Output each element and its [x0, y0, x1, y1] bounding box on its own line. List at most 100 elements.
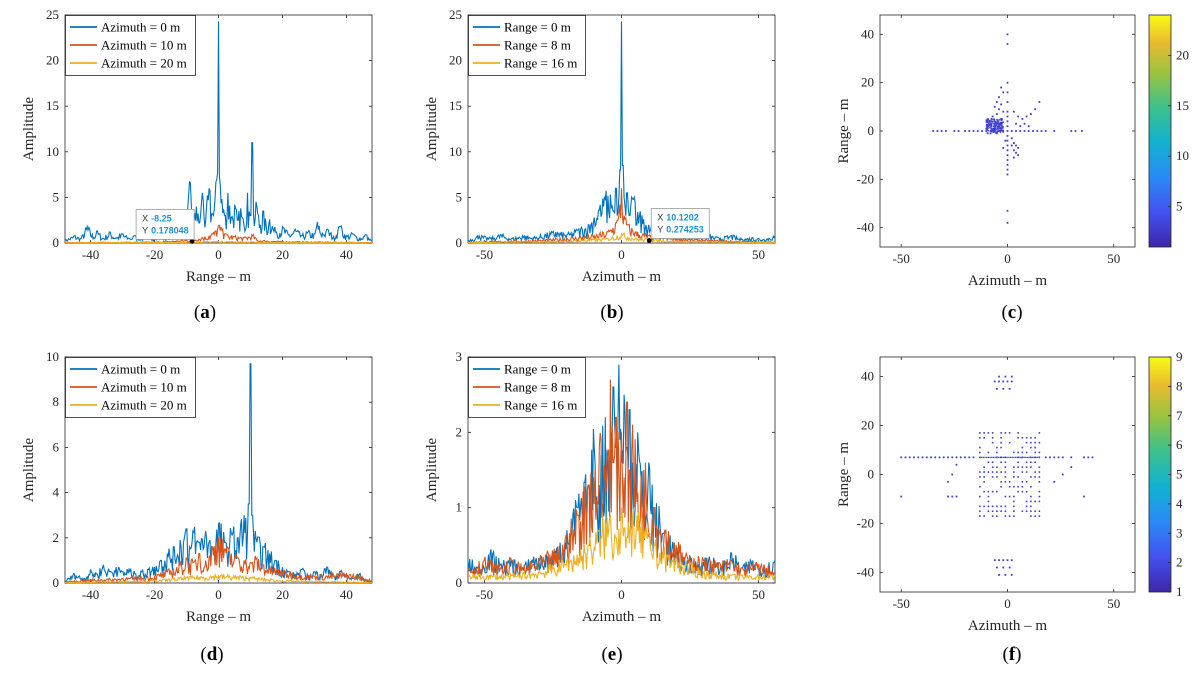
- y-axis-label: Amplitude: [424, 97, 440, 162]
- scatter-point: [998, 375, 1000, 378]
- scatter-point: [913, 456, 915, 459]
- x-axis-label: Azimuth – m: [582, 269, 661, 285]
- scatter-point: [1025, 490, 1028, 493]
- x-tick-label: 0: [215, 247, 222, 262]
- scatter-point: [1012, 110, 1015, 113]
- series-line-0: [65, 363, 372, 583]
- scatter-point: [1000, 126, 1002, 129]
- y-tick-label: -20: [857, 515, 874, 530]
- scatter-point: [1017, 154, 1020, 157]
- y-tick-label: 15: [449, 98, 462, 113]
- colorbar-tick-label: 9: [1176, 349, 1183, 364]
- scatter-point: [1013, 466, 1015, 468]
- datatip-x-label: X: [142, 213, 148, 223]
- scatter-point: [983, 476, 985, 478]
- scatter-point: [1004, 510, 1007, 513]
- scatter-point: [1038, 471, 1041, 473]
- y-axis-label: Amplitude: [21, 97, 37, 162]
- scatter-point: [1000, 118, 1003, 120]
- scatter-point: [987, 432, 990, 434]
- y-tick-label: -20: [857, 171, 874, 186]
- scatter-point: [992, 127, 994, 130]
- scatter-point: [991, 471, 994, 473]
- scatter-point: [1010, 573, 1013, 576]
- scatter-point: [1010, 559, 1013, 562]
- scatter-point: [1034, 108, 1037, 111]
- y-tick-label: 1: [456, 500, 463, 515]
- scatter-point: [1000, 124, 1003, 127]
- scatter-point: [1025, 451, 1028, 454]
- scatter-point: [1012, 149, 1015, 152]
- legend-entry-1: Range = 8 m: [504, 38, 571, 53]
- scatter-point: [987, 451, 990, 454]
- legend: Range = 0 m Range = 8 m Range = 16 m: [468, 357, 586, 418]
- x-tick-label: 20: [276, 587, 289, 602]
- panel-caption: (f): [1003, 644, 1022, 665]
- scatter-point: [985, 130, 988, 132]
- scatter-point: [1021, 471, 1024, 473]
- scatter-point: [989, 126, 991, 129]
- x-axis-label: Range – m: [186, 269, 251, 285]
- scatter-point: [1038, 432, 1041, 434]
- scatter-point: [1026, 456, 1029, 459]
- scatter-point: [995, 113, 998, 115]
- panel-letter: f: [1009, 644, 1016, 665]
- scatter-point: [1013, 500, 1015, 503]
- scatter-point: [984, 456, 986, 459]
- x-tick-label: 0: [1004, 596, 1011, 611]
- datatip-box: [135, 208, 195, 240]
- x-tick-label: 0: [618, 587, 625, 602]
- scatter-point: [1025, 481, 1028, 483]
- scatter-point: [1000, 123, 1003, 126]
- scatter-point: [979, 515, 981, 517]
- scatter-point: [991, 490, 994, 493]
- scatter-point: [1013, 495, 1015, 498]
- scatter-point: [996, 510, 998, 513]
- scatter-point: [1002, 147, 1005, 149]
- scatter-point: [1021, 466, 1024, 468]
- scatter-point: [985, 121, 988, 123]
- scatter-point: [986, 126, 988, 128]
- scatter-point: [994, 130, 996, 133]
- scatter-point: [987, 129, 989, 132]
- scatter-point: [1008, 566, 1011, 569]
- scatter-point: [1006, 144, 1009, 147]
- scatter-point: [1017, 476, 1019, 478]
- scatter-point: [1000, 103, 1003, 106]
- scatter-point: [989, 123, 992, 126]
- scatter-point: [1023, 130, 1026, 132]
- scatter-point: [1091, 456, 1094, 459]
- colorbar-tick-label: 3: [1176, 525, 1183, 540]
- scatter-point: [1030, 446, 1032, 449]
- y-tick-label: -40: [857, 220, 874, 235]
- scatter-point: [993, 123, 995, 125]
- scatter-point: [1017, 432, 1019, 434]
- scatter-point: [986, 127, 988, 130]
- colorbar-tick-label: 5: [1176, 199, 1183, 214]
- colorbar-tick-label: 4: [1176, 496, 1183, 511]
- scatter-point: [1004, 495, 1007, 498]
- scatter-point: [1000, 122, 1002, 125]
- x-tick-label: 50: [1107, 251, 1120, 266]
- scatter-point: [991, 466, 994, 468]
- scatter-point: [995, 132, 998, 135]
- scatter-point: [1004, 139, 1007, 142]
- scatter-point: [1006, 33, 1009, 36]
- scatter-point: [1021, 456, 1024, 459]
- scatter-point: [1038, 500, 1041, 503]
- scatter-point: [1017, 456, 1019, 459]
- scatter-point: [1021, 446, 1024, 449]
- scatter-point: [1027, 130, 1030, 132]
- scatter-point: [1002, 566, 1005, 569]
- y-tick-label: 0: [868, 467, 875, 482]
- scatter-point: [1025, 436, 1028, 439]
- scatter-point: [1006, 149, 1009, 152]
- scatter-point: [1074, 130, 1077, 132]
- panel-caption: (b): [600, 302, 623, 323]
- series-line-1: [468, 379, 775, 580]
- scatter-point: [987, 127, 989, 129]
- scatter-point: [1000, 86, 1003, 89]
- scatter-point: [1013, 505, 1015, 508]
- y-tick-label: 0: [456, 575, 463, 590]
- scatter-point: [1013, 476, 1015, 478]
